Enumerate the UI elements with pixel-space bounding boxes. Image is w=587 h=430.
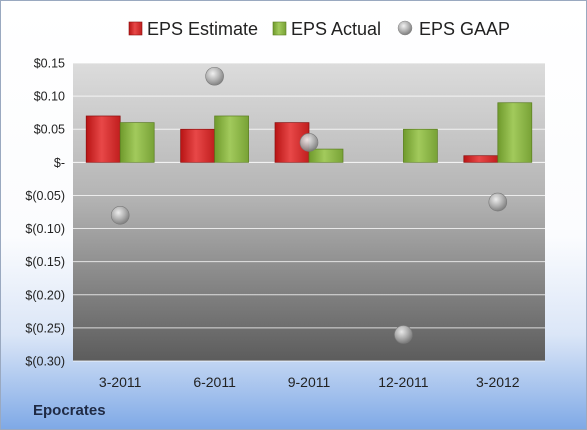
eps-estimate-bar — [85, 115, 121, 163]
x-tick-label: 6-2011 — [193, 374, 236, 390]
legend-item-gaap: EPS GAAP — [397, 19, 510, 39]
legend-label-gaap: EPS GAAP — [419, 19, 510, 39]
y-tick-label: $0.05 — [34, 123, 65, 137]
y-tick-label: $(0.20) — [25, 288, 65, 302]
y-tick-label: $(0.10) — [25, 222, 65, 236]
eps-actual-bar — [214, 115, 249, 163]
company-label: Epocrates — [33, 402, 106, 419]
x-tick-label: 9-2011 — [288, 374, 331, 390]
legend: EPS Estimate EPS Actual EPS GAAP — [128, 19, 510, 39]
legend-swatch-actual — [272, 21, 287, 36]
eps-gaap-point — [205, 66, 224, 86]
y-tick-label: $(0.30) — [25, 355, 65, 369]
eps-actual-bar — [308, 148, 344, 163]
legend-item-estimate: EPS Estimate — [128, 19, 258, 39]
y-axis: $0.15 $0.10 $0.05 $- $(0.05) $(0.10) $(0.15) $(… — [25, 57, 65, 369]
x-tick-label: 3-2012 — [476, 374, 520, 390]
legend-label-actual: EPS Actual — [291, 19, 381, 39]
y-tick-label: $(0.15) — [25, 255, 65, 269]
eps-gaap-point — [299, 133, 319, 152]
legend-swatch-estimate — [128, 21, 143, 36]
eps-actual-bar — [119, 122, 155, 163]
gaap-points — [110, 66, 508, 344]
eps-gaap-point — [394, 325, 413, 344]
y-tick-label: $- — [54, 156, 65, 170]
legend-item-actual: EPS Actual — [272, 19, 381, 39]
x-tick-label: 3-2011 — [99, 374, 142, 390]
bars — [85, 102, 533, 163]
eps-actual-bar — [403, 128, 438, 163]
x-axis: 3-2011 6-2011 9-2011 12-2011 3-2012 — [99, 374, 520, 390]
y-tick-label: $(0.05) — [25, 189, 65, 203]
y-tick-label: $0.15 — [34, 57, 65, 71]
plot-area — [73, 63, 545, 361]
y-tick-label: $0.10 — [34, 90, 65, 104]
eps-gaap-point — [488, 192, 508, 212]
eps-estimate-bar — [463, 155, 499, 163]
y-tick-label: $(0.25) — [25, 321, 65, 335]
x-tick-label: 12-2011 — [378, 374, 429, 390]
eps-actual-bar — [497, 102, 533, 163]
eps-gaap-point — [110, 206, 130, 225]
legend-label-estimate: EPS Estimate — [147, 19, 258, 39]
eps-estimate-bar — [180, 128, 215, 163]
legend-swatch-gaap — [397, 20, 413, 36]
